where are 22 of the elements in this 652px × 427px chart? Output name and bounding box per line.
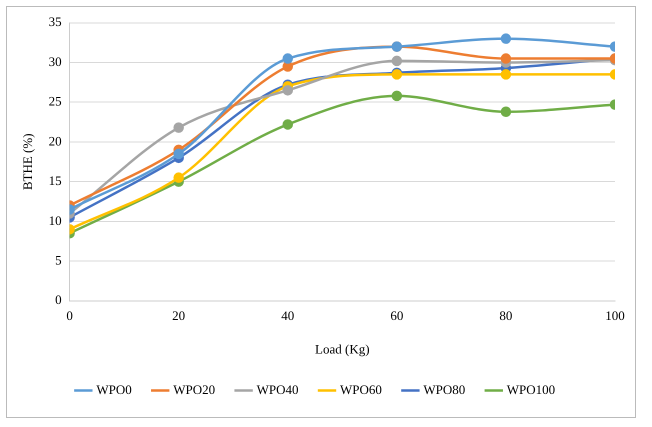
x-tick-label: 100 bbox=[605, 308, 625, 324]
y-tick-label: 10 bbox=[48, 212, 62, 228]
y-axis-title: BTHE (%) bbox=[20, 133, 36, 190]
y-tick-label: 0 bbox=[55, 292, 62, 308]
x-tick-label: 40 bbox=[281, 308, 294, 324]
x-tick-label: 60 bbox=[390, 308, 404, 324]
y-tick-label: 30 bbox=[48, 54, 62, 69]
legend-label: WPO80 bbox=[423, 382, 466, 397]
legend-label: WPO0 bbox=[96, 382, 132, 397]
y-tick-label: 20 bbox=[48, 133, 62, 148]
x-tick-label: 0 bbox=[66, 308, 73, 324]
y-tick-label: 5 bbox=[55, 252, 62, 268]
x-axis-title: Load (Kg) bbox=[315, 342, 370, 357]
y-tick-label: 25 bbox=[48, 94, 62, 109]
y-tick-label: 15 bbox=[48, 173, 62, 188]
legend-label: WPO20 bbox=[173, 382, 216, 397]
legend-label: WPO40 bbox=[256, 382, 298, 397]
y-tick-label: 35 bbox=[48, 14, 62, 30]
legend-label: WPO100 bbox=[506, 382, 556, 397]
legend-label: WPO60 bbox=[340, 382, 382, 397]
x-tick-label: 20 bbox=[172, 308, 186, 324]
x-tick-label: 80 bbox=[499, 308, 512, 324]
